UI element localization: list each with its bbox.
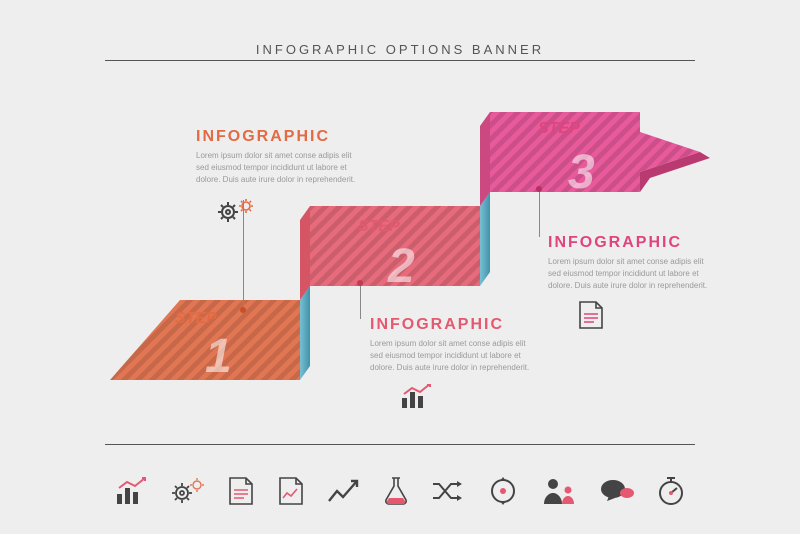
step3-heading: INFOGRAPHIC <box>548 234 682 252</box>
step2-number: 2 <box>387 240 415 293</box>
chart-icon <box>400 384 436 410</box>
step1-callout-dot <box>240 307 246 313</box>
stopwatch-icon <box>657 476 685 506</box>
trend-icon <box>327 477 361 505</box>
step3-callout-line <box>539 189 540 237</box>
step2-step-label: STEP <box>358 218 400 236</box>
step2-edge <box>300 206 310 300</box>
chat-icon <box>599 477 635 505</box>
step3-top <box>490 112 700 192</box>
step2-body: Lorem ipsum dolor sit amet conse adipis … <box>370 338 530 374</box>
step1-side <box>300 286 310 380</box>
step3-number: 3 <box>568 146 595 199</box>
document-icon <box>576 300 606 330</box>
step2-callout-line <box>360 283 361 319</box>
step2-callout-dot <box>357 280 363 286</box>
step2-side <box>480 192 490 286</box>
doc-lines-icon <box>227 476 255 506</box>
people-icon <box>541 476 577 506</box>
shuffle-icon <box>431 478 465 504</box>
cycle-icon <box>487 476 519 506</box>
gears-row-icon <box>171 476 205 506</box>
chart-up-icon <box>115 476 149 506</box>
infographic-stage: INFOGRAPHIC OPTIONS BANNER <box>0 0 800 534</box>
doc-graph-icon <box>277 476 305 506</box>
gears-icon <box>216 196 256 226</box>
step3-body: Lorem ipsum dolor sit amet conse adipis … <box>548 256 708 292</box>
step1-body: Lorem ipsum dolor sit amet conse adipis … <box>196 150 356 186</box>
icon-row <box>115 476 685 506</box>
step1-heading: INFOGRAPHIC <box>196 128 330 146</box>
flask-icon <box>383 476 409 506</box>
step3-step-label: STEP <box>538 120 580 138</box>
step3-edge <box>480 112 490 206</box>
step1-step-label: STEP <box>175 310 217 328</box>
step1-number: 1 <box>205 330 232 383</box>
step2-heading: INFOGRAPHIC <box>370 316 504 334</box>
step3-callout-dot <box>536 186 542 192</box>
